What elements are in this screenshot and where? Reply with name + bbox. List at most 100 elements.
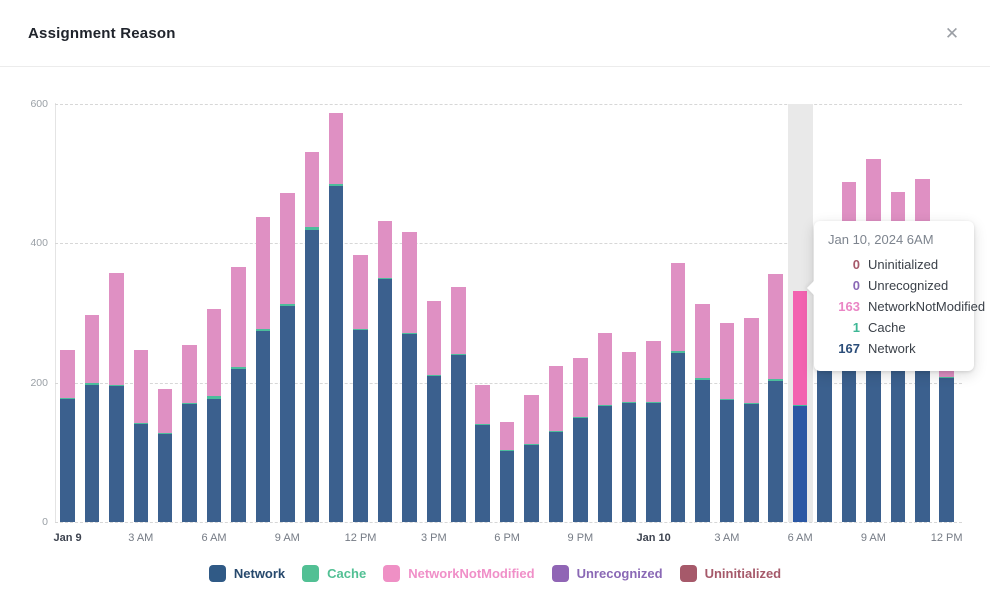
bar-28-networknotmodified-segment (744, 318, 759, 403)
close-icon: ✕ (944, 24, 960, 43)
bar-18-networknotmodified-segment (499, 422, 515, 451)
tooltip-rows: 0 Uninitialized 0 Unrecognized 163 NetworkNot… (824, 254, 985, 359)
y-axis-line (55, 103, 56, 522)
bar-12[interactable] (353, 67, 368, 522)
bar-21-cache-segment (573, 416, 588, 419)
bar-3-networknotmodified-segment (133, 350, 149, 423)
bar-18-cache-segment (499, 450, 515, 451)
legend-item-network[interactable]: Network (208, 565, 286, 582)
bar-35-network-segment (915, 323, 930, 522)
bar-24[interactable] (646, 67, 661, 522)
bar-11[interactable] (328, 67, 344, 522)
legend-item-unrecognized[interactable]: Unrecognized (551, 565, 663, 582)
bar-1-network-segment (84, 385, 100, 522)
bar-11-networknotmodified-segment (328, 113, 344, 184)
bar-12-cache-segment (353, 328, 368, 331)
y-tick-label: 600 (30, 97, 48, 110)
bar-5[interactable] (182, 67, 197, 522)
bar-26-networknotmodified-segment (695, 304, 710, 379)
chart-tooltip: Jan 10, 2024 6AM 0 Uninitialized 0 Unrecogn… (814, 221, 985, 371)
x-tick-label-jan-10: Jan 10 (636, 532, 671, 544)
bar-21[interactable] (573, 67, 588, 522)
bar-25-networknotmodified-segment (670, 262, 686, 352)
bar-31-network-segment (817, 368, 832, 522)
bar-2-cache-segment (109, 384, 124, 386)
legend-label: Network (233, 566, 286, 581)
bar-19-cache-segment (524, 443, 539, 445)
bar-10[interactable] (304, 67, 319, 522)
bar-23[interactable] (621, 67, 637, 522)
legend-label: Unrecognized (576, 566, 663, 581)
bar-24-network-segment (646, 403, 661, 522)
bar-16-cache-segment (451, 353, 466, 356)
x-tick-label-6-pm: 6 PM (494, 532, 520, 544)
bar-8[interactable] (255, 67, 271, 522)
bar-27[interactable] (719, 67, 735, 522)
chart-legend: Network Cache NetworkNotModified Unrecogniz… (0, 565, 990, 582)
tooltip-label: Network (868, 341, 916, 356)
bar-29[interactable] (768, 67, 783, 522)
bar-5-cache-segment (182, 402, 197, 405)
bar-6-networknotmodified-segment (206, 308, 222, 397)
bar-30-cache-segment (792, 404, 808, 406)
bar-14-networknotmodified-segment (402, 231, 417, 333)
bar-0[interactable] (60, 67, 75, 522)
bar-0-cache-segment (60, 397, 75, 399)
y-tick-label: 200 (30, 376, 48, 389)
bar-17-cache-segment (475, 423, 490, 425)
legend-label: Cache (327, 566, 367, 581)
bar-4-networknotmodified-segment (157, 388, 173, 433)
bar-21-networknotmodified-segment (573, 358, 588, 417)
bar-16[interactable] (451, 67, 466, 522)
bar-9[interactable] (280, 67, 295, 522)
bar-2-network-segment (109, 385, 124, 522)
bar-30-networknotmodified-segment (792, 291, 808, 405)
bar-26-cache-segment (695, 378, 710, 380)
close-button[interactable]: ✕ (939, 21, 965, 47)
gridline-600 (55, 103, 962, 105)
bar-32-network-segment (841, 326, 857, 522)
bar-4[interactable] (157, 67, 173, 522)
bar-19[interactable] (524, 67, 539, 522)
bar-15[interactable] (426, 67, 442, 522)
tooltip-row-networknotmodified: 163 NetworkNotModified (824, 296, 985, 317)
bar-1[interactable] (84, 67, 100, 522)
bar-16-network-segment (451, 355, 466, 522)
bar-28[interactable] (744, 67, 759, 522)
bar-6[interactable] (206, 67, 222, 522)
bar-24-cache-segment (646, 402, 661, 404)
bar-23-networknotmodified-segment (621, 351, 637, 403)
x-tick-label-3-pm: 3 PM (421, 532, 447, 544)
x-tick-label-6-am: 6 AM (787, 532, 813, 544)
legend-swatch-icon (551, 565, 569, 582)
bar-20[interactable] (548, 67, 564, 522)
bar-6-cache-segment (206, 396, 222, 399)
legend-item-networknotmodified[interactable]: NetworkNotModified (383, 565, 535, 582)
bar-15-networknotmodified-segment (426, 300, 442, 375)
bar-5-network-segment (182, 404, 197, 522)
bar-18[interactable] (499, 67, 515, 522)
bar-27-cache-segment (719, 398, 735, 400)
tooltip-label: Uninitialized (868, 257, 939, 272)
bar-13[interactable] (377, 67, 393, 522)
bar-22[interactable] (597, 67, 613, 522)
bar-7-networknotmodified-segment (231, 266, 246, 368)
bar-26[interactable] (695, 67, 710, 522)
bar-3[interactable] (133, 67, 149, 522)
legend-swatch-icon (208, 565, 226, 582)
bar-25[interactable] (670, 67, 686, 522)
page-title: Assignment Reason (28, 24, 176, 42)
bar-30[interactable] (792, 67, 808, 522)
bar-12-networknotmodified-segment (353, 254, 368, 329)
bar-17[interactable] (475, 67, 490, 522)
bar-2[interactable] (109, 67, 124, 522)
bar-7[interactable] (231, 67, 246, 522)
x-tick-label-3-am: 3 AM (128, 532, 154, 544)
bar-23-network-segment (621, 403, 637, 522)
bar-9-network-segment (280, 305, 295, 522)
legend-item-cache[interactable]: Cache (302, 565, 366, 582)
bar-36-cache-segment (939, 376, 954, 379)
bar-20-cache-segment (548, 431, 564, 432)
bar-14[interactable] (402, 67, 417, 522)
legend-item-uninitialized[interactable]: Uninitialized (679, 565, 781, 582)
